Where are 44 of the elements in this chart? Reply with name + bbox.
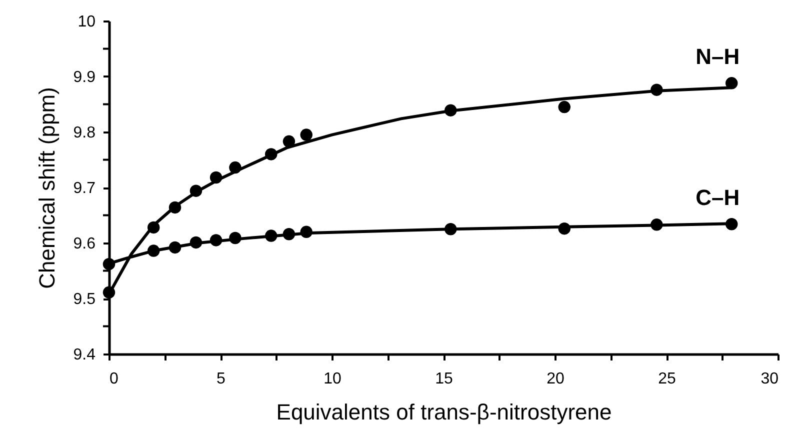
point [229,161,242,174]
point [282,228,296,240]
point [300,226,312,238]
point [444,223,457,236]
y-tick-label: 9.8 [73,124,96,142]
series-label: C–H [696,185,740,210]
point [650,84,663,96]
point [558,222,570,235]
x-tick-label: 15 [435,370,453,388]
point [558,100,570,114]
x-tick-label: 0 [110,370,118,388]
point [147,221,160,234]
point [444,104,457,116]
x-tick-label: 25 [658,370,676,388]
point [168,241,182,254]
point [264,230,278,242]
point [210,171,222,184]
point [300,128,312,141]
point [282,135,296,148]
point [650,218,663,231]
x-tick-label: 5 [216,370,226,388]
x-tick-label: 10 [324,370,342,388]
y-tick-label: 9.6 [73,236,96,252]
x-tick-label: 20 [546,370,564,388]
point [190,184,202,197]
point [102,286,116,299]
y-tick-label: 9.4 [73,346,96,364]
point [102,258,116,270]
point [725,218,738,230]
point [229,232,242,244]
series-label: N–H [696,44,740,70]
x-tick-label: 30 [760,370,779,388]
y-tick-label: 9.7 [73,180,96,197]
point [168,201,182,214]
point [725,77,738,90]
point [147,244,160,257]
y-tick-label: 9.5 [73,291,96,308]
point [190,236,202,249]
x-axis-title: Equivalents of trans-β-nitrostyrene [276,400,612,424]
y-axis-title: Chemical shift (ppm) [34,87,60,289]
point [264,148,278,160]
y-tick-label: 9.9 [73,69,96,86]
y-tick-label: 10 [78,14,96,30]
point [210,234,222,246]
